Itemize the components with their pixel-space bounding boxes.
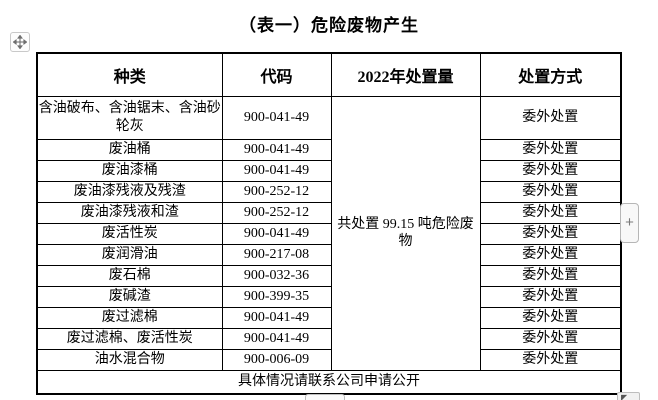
header-cell-2[interactable]: 2022年处置量 xyxy=(330,52,481,97)
disposal-method-cell[interactable]: 委外处置 xyxy=(479,348,622,371)
waste-type-cell[interactable]: 废碱渣 xyxy=(36,285,223,308)
header-cell-0[interactable]: 种类 xyxy=(36,52,223,97)
disposal-method-cell[interactable]: 委外处置 xyxy=(479,138,622,161)
disposal-method-cell[interactable]: 委外处置 xyxy=(479,285,622,308)
table-resize-handle[interactable]: ◤ xyxy=(617,392,640,400)
waste-type-cell[interactable]: 废油漆残液及残渣 xyxy=(36,180,223,203)
resize-icon: ◤ xyxy=(621,393,628,400)
waste-code-cell[interactable]: 900-006-09 xyxy=(221,348,332,371)
waste-type-cell[interactable]: 废过滤棉、废活性炭 xyxy=(36,327,223,350)
waste-type-cell[interactable]: 含油破布、含油锯末、含油砂轮灰 xyxy=(36,95,223,140)
disposal-method-cell[interactable]: 委外处置 xyxy=(479,306,622,329)
waste-code-cell[interactable]: 900-041-49 xyxy=(221,222,332,245)
table-move-handle[interactable] xyxy=(10,32,30,52)
table-row: 废石棉 900-032-36 委外处置 xyxy=(36,264,622,287)
waste-code-cell[interactable]: 900-041-49 xyxy=(221,159,332,182)
waste-type-cell[interactable]: 废油漆桶 xyxy=(36,159,223,182)
disposal-method-cell[interactable]: 委外处置 xyxy=(479,222,622,245)
header-cell-3[interactable]: 处置方式 xyxy=(479,52,622,97)
table-row: 废碱渣 900-399-35 委外处置 xyxy=(36,285,622,308)
header-cell-1[interactable]: 代码 xyxy=(221,52,332,97)
table-add-row-button[interactable] xyxy=(305,394,345,400)
table-body: 含油破布、含油锯末、含油砂轮灰 900-041-49 共处置 99.15 吨危险废物… xyxy=(36,95,622,371)
waste-type-cell[interactable]: 废润滑油 xyxy=(36,243,223,266)
table-footer-row: 具体情况请联系公司申请公开 xyxy=(36,369,622,395)
table-add-column-button[interactable]: + xyxy=(620,203,639,243)
waste-code-cell[interactable]: 900-041-49 xyxy=(221,327,332,350)
waste-code-cell[interactable]: 900-217-08 xyxy=(221,243,332,266)
waste-code-cell[interactable]: 900-032-36 xyxy=(221,264,332,287)
table-row: 废过滤棉 900-041-49 委外处置 xyxy=(36,306,622,329)
page-title[interactable]: （表一）危险废物产生 xyxy=(239,16,419,35)
waste-code-cell[interactable]: 900-252-12 xyxy=(221,201,332,224)
waste-code-cell[interactable]: 900-041-49 xyxy=(221,138,332,161)
table-row: 废油漆桶 900-041-49 委外处置 xyxy=(36,159,622,182)
disposal-method-cell[interactable]: 委外处置 xyxy=(479,243,622,266)
waste-code-cell[interactable]: 900-399-35 xyxy=(221,285,332,308)
disposal-total-cell[interactable]: 共处置 99.15 吨危险废物 xyxy=(330,95,481,371)
waste-type-cell[interactable]: 废过滤棉 xyxy=(36,306,223,329)
table-footer-cell[interactable]: 具体情况请联系公司申请公开 xyxy=(36,369,622,395)
waste-type-cell[interactable]: 油水混合物 xyxy=(36,348,223,371)
table-header-row: 种类 代码 2022年处置量 处置方式 xyxy=(36,52,622,97)
disposal-method-cell[interactable]: 委外处置 xyxy=(479,95,622,140)
move-icon xyxy=(13,35,27,49)
waste-type-cell[interactable]: 废石棉 xyxy=(36,264,223,287)
waste-code-cell[interactable]: 900-041-49 xyxy=(221,95,332,140)
table-row: 废过滤棉、废活性炭 900-041-49 委外处置 xyxy=(36,327,622,350)
disposal-method-cell[interactable]: 委外处置 xyxy=(479,180,622,203)
disposal-method-cell[interactable]: 委外处置 xyxy=(479,327,622,350)
table-row: 废油漆残液及残渣 900-252-12 委外处置 xyxy=(36,180,622,203)
table-row: 废活性炭 900-041-49 委外处置 xyxy=(36,222,622,245)
waste-code-cell[interactable]: 900-041-49 xyxy=(221,306,332,329)
table-row: 油水混合物 900-006-09 委外处置 xyxy=(36,348,622,371)
disposal-method-cell[interactable]: 委外处置 xyxy=(479,159,622,182)
disposal-method-cell[interactable]: 委外处置 xyxy=(479,201,622,224)
table-row: 废油桶 900-041-49 委外处置 xyxy=(36,138,622,161)
waste-type-cell[interactable]: 废活性炭 xyxy=(36,222,223,245)
table-row: 废油漆残液和渣 900-252-12 委外处置 xyxy=(36,201,622,224)
table-row: 含油破布、含油锯末、含油砂轮灰 900-041-49 共处置 99.15 吨危险废物… xyxy=(36,95,622,371)
waste-type-cell[interactable]: 废油漆残液和渣 xyxy=(36,201,223,224)
disposal-method-cell[interactable]: 委外处置 xyxy=(479,264,622,287)
waste-code-cell[interactable]: 900-252-12 xyxy=(221,180,332,203)
hazardous-waste-table: 种类 代码 2022年处置量 处置方式 含油破布、含油锯末、含油砂轮灰 900-041-… xyxy=(36,52,622,395)
waste-type-cell[interactable]: 废油桶 xyxy=(36,138,223,161)
table-row: 废润滑油 900-217-08 委外处置 xyxy=(36,243,622,266)
